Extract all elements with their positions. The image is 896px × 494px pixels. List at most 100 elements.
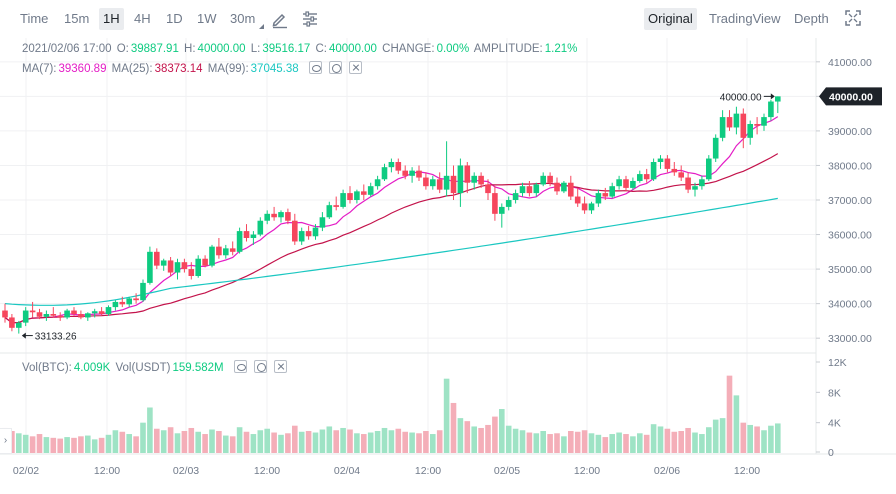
eye-icon[interactable] [308,61,322,74]
volume-bar [250,434,257,453]
candle [568,175,574,200]
fullscreen-icon[interactable] [844,9,862,27]
interval-15m[interactable]: 15m [64,11,90,26]
interval-1d[interactable]: 1D [166,11,183,26]
volume-bar [181,431,188,453]
candle-body [126,298,132,305]
view-depth[interactable]: Depth [794,11,829,26]
candle [602,187,609,200]
candlestick-chart[interactable]: 41000.00 40000.00 39000.00 38000.00 37000.00… [0,38,896,494]
candle [485,179,491,200]
view-original[interactable]: Original [644,8,697,30]
candle-body [326,205,333,218]
candle-body [229,248,236,252]
candle-body [768,101,774,118]
candle-body [347,193,353,200]
candle [775,96,781,114]
candle-body [457,165,464,194]
candle-body [305,231,312,237]
draw-pen-icon[interactable] [270,9,290,29]
view-tradingview[interactable]: TradingView [709,11,781,26]
low-price-annotation: 33133.26 [35,332,77,343]
settings-icon[interactable] [328,61,342,74]
volume-bar [257,430,264,453]
volume-bar [685,427,691,453]
interval-time[interactable]: Time [20,11,49,26]
close-label: C: [315,43,327,55]
volume-bar [395,428,402,453]
interval-more-dropdown[interactable]: 30m [226,8,268,30]
candle-body [519,186,526,194]
candle-body [692,186,698,190]
price-tick-label: 35000.00 [828,264,872,276]
volume-bar [533,433,540,453]
candle [9,314,15,332]
side-panel-toggle[interactable]: › [0,428,12,454]
candle [50,307,57,318]
volume-bar [568,431,574,453]
interval-1h[interactable]: 1H [99,8,124,30]
candle [457,158,464,207]
volume-bar [637,433,643,453]
candle-body [29,310,36,313]
candle [71,307,77,316]
close-icon[interactable] [348,61,362,74]
candle [395,158,402,175]
candle-body [71,310,77,314]
volume-bar [768,425,774,453]
time-tick-label: 02/03 [173,465,199,477]
candle-body [637,174,643,181]
chart-area[interactable]: 41000.00 40000.00 39000.00 38000.00 37000.00… [0,38,896,494]
candle-body [616,179,622,187]
candle-body [443,175,450,190]
candle-body [416,170,422,178]
time-tick-label: 02/02 [13,465,39,477]
candle [505,196,512,211]
volume-tick-label: 0 [828,447,834,459]
volume-bar [699,434,705,453]
candle [319,212,326,232]
volume-bar [312,432,319,453]
candle [305,225,312,240]
candle [195,255,201,278]
candle-body [712,137,719,159]
candle-body [471,175,477,183]
toolbar: Time 15m 1H 4H 1D 1W 30m Original Tradin… [0,0,896,36]
candle [464,162,471,194]
candle [664,155,671,173]
ma99-line [4,197,778,306]
volume-bar [236,427,243,453]
low-label: L: [250,43,261,55]
interval-4h[interactable]: 4H [134,11,151,26]
volume-bar [57,438,63,453]
volume-eye-icon[interactable] [233,360,247,373]
candle-body [775,96,781,102]
candle-body [140,282,146,301]
volume-bar [326,426,333,453]
candle [430,175,436,190]
volume-bar [85,435,91,453]
volume-bar [71,437,77,453]
candle-body [340,193,346,207]
volume-bar [671,431,678,453]
candle-body [388,162,395,168]
volume-close-icon[interactable] [273,360,287,373]
candle [450,165,457,200]
candle-body [526,186,533,194]
candle-body [706,158,712,180]
indicator-settings-icon[interactable] [300,9,320,29]
interval-1w[interactable]: 1W [197,11,217,26]
volume-settings-icon[interactable] [253,360,267,373]
volume-bar [105,434,112,453]
candle [140,279,146,302]
volume-bar [526,432,533,453]
candle-body [209,246,215,266]
candle [2,303,8,323]
volume-bar [298,431,305,453]
candle [643,168,650,183]
candle [243,224,250,242]
candle [354,189,360,204]
candle-body [671,168,678,173]
candle [361,184,367,200]
candle-body [85,313,91,318]
